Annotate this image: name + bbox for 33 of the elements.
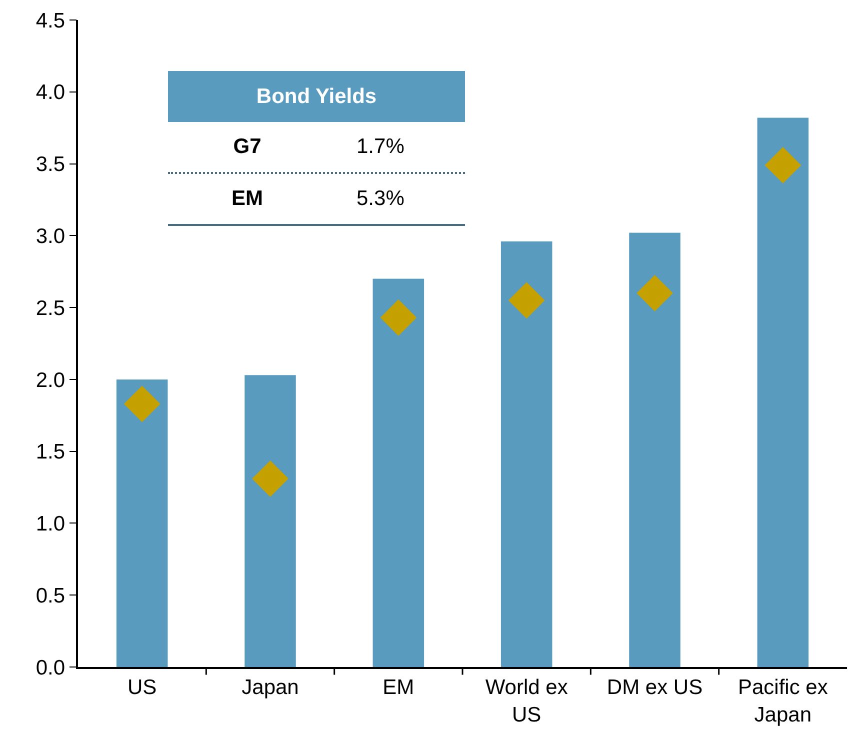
- y-tick-label: 1.0: [36, 512, 66, 536]
- y-tick-label: 3.5: [36, 153, 66, 176]
- bar: [244, 375, 296, 667]
- annotation: 5.3%: [356, 186, 406, 212]
- y-tick-label: 1.5: [36, 440, 66, 464]
- bar: [500, 241, 552, 667]
- point: [636, 274, 673, 312]
- y-tick-label: 4.0: [36, 81, 66, 104]
- point: [508, 282, 545, 319]
- point: [380, 299, 417, 336]
- annotation: EM: [230, 186, 264, 212]
- y-tick-label: 0.0: [36, 656, 66, 680]
- x-tick-label: US: [127, 676, 157, 699]
- y-tick-label: 2.5: [36, 296, 66, 320]
- y-tick-label: 0.5: [36, 584, 66, 608]
- point: [252, 460, 288, 497]
- x-tick-label: EM: [382, 676, 414, 699]
- annotation: G7: [232, 134, 262, 160]
- bar: [116, 379, 168, 667]
- point: [124, 386, 160, 422]
- bar: [372, 278, 424, 667]
- bar: [629, 232, 680, 667]
- y-tick-label: 2.0: [36, 368, 66, 392]
- point: [764, 147, 802, 184]
- y-tick-label: 3.0: [36, 225, 66, 248]
- y-tick-label: 4.5: [36, 9, 66, 32]
- bar: [757, 118, 809, 667]
- x-tick-label: DM ex US: [606, 676, 703, 699]
- x-tick-label: Pacific ex Japan: [738, 676, 828, 726]
- x-tick-label: World ex US: [485, 676, 568, 726]
- x-tick-label: Japan: [242, 676, 299, 699]
- annotation: Bond Yields: [168, 71, 465, 122]
- annotation: 1.7%: [356, 134, 406, 160]
